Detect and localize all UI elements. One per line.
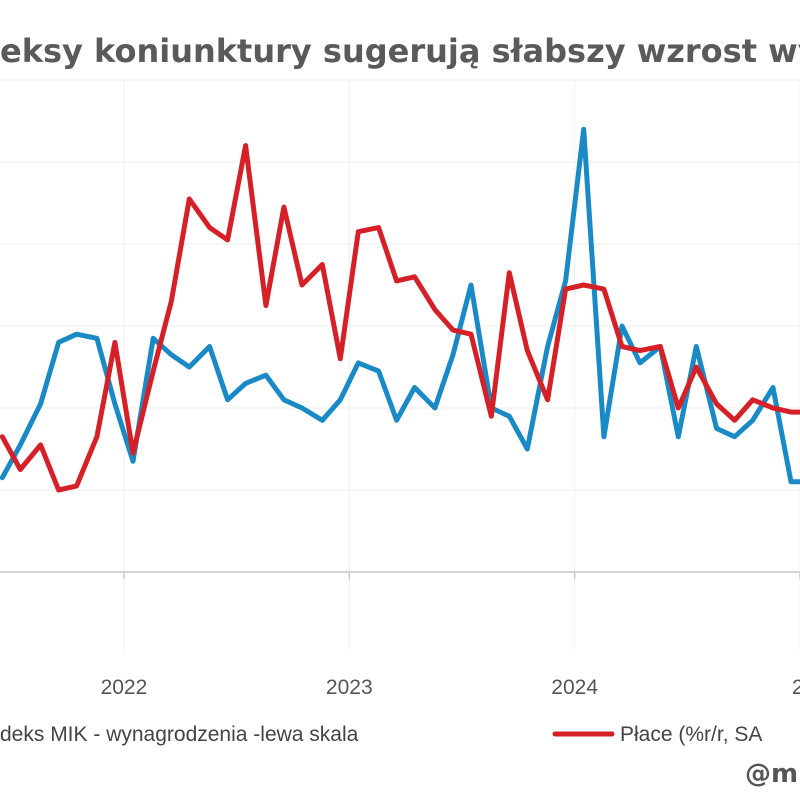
legend: deks MIK - wynagrodzenia -lewa skala Pła… [0,723,762,746]
x-tick-label: 2 [792,676,800,699]
series-line-mik [0,126,800,485]
x-tick-label: 2024 [551,676,598,699]
chart-title: eksy koniunktury sugerują słabszy wzrost… [0,32,800,70]
series-line-place [0,143,800,493]
series-layer [0,126,800,493]
legend-label-mik: deks MIK - wynagrodzenia -lewa skala [0,723,359,746]
legend-label-place: Płace (%r/r, SA [620,723,762,746]
x-axis-ticks: 2022 2023 2024 2 [101,572,800,699]
x-tick-label: 2022 [101,676,148,699]
gridlines [0,79,800,650]
x-tick-label: 2023 [326,676,373,699]
credit-handle: @m [745,759,798,789]
